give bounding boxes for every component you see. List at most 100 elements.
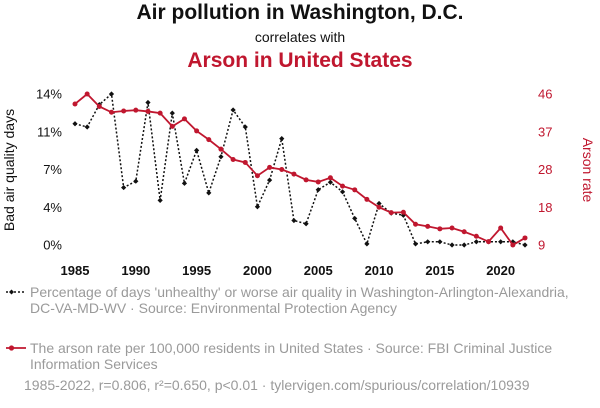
air-pollution-point [84,124,90,130]
arson-point [413,221,419,227]
arson-point [206,137,212,143]
air-pollution-point [327,179,334,185]
arson-point [303,177,309,183]
arson-point [400,209,406,215]
air-pollution-point [291,217,297,224]
y-axis-label-right: Arson rate [580,138,596,203]
x-tick-label: 2005 [304,263,333,278]
y-tick-label-right: 28 [538,162,552,177]
arson-point [84,91,90,97]
arson-point [425,223,431,229]
air-pollution-point [230,107,236,113]
air-pollution-point [218,154,224,160]
air-pollution-line [74,92,526,247]
arson-point [522,235,528,241]
arson-point [327,175,333,181]
x-tick-label: 2010 [365,263,394,278]
air-pollution-point [169,110,175,116]
y-tick-label-right: 9 [538,238,545,253]
air-pollution-point [412,241,419,247]
x-tick-label: 2015 [425,263,454,278]
air-pollution-point [133,178,139,184]
air-pollution-point [461,242,467,248]
air-pollution-point [279,136,285,142]
x-tick-label: 1995 [182,263,211,278]
y-tick-label-left: 14% [36,87,62,102]
arson-point [352,187,358,193]
arson-point [437,226,443,232]
air-pollution-point [181,180,188,186]
air-pollution-point [266,177,273,183]
x-tick-label: 1990 [121,263,150,278]
chart-title: Air pollution in Washington, D.C. [136,1,464,24]
legend-swatch-air-pollution [6,289,26,295]
air-pollution-point [315,187,321,193]
air-pollution-point [242,124,248,130]
chart-svg: 1985 1990 1995 2000 2005 2010 2015 2020 0% 4% 7% 11… [1,87,596,279]
air-pollution-point [400,212,406,218]
air-pollution-point [303,221,309,227]
y-tick-label-right: 18 [538,200,552,215]
y-tick-label-left: 7% [43,162,62,177]
air-pollution-point [145,99,151,106]
arson-point [157,110,163,116]
arson-point [194,128,200,134]
arson-point [498,225,504,231]
air-pollution-point [108,91,115,97]
arson-point [108,109,114,115]
arson-point [145,108,151,114]
arson-point [315,179,321,185]
air-pollution-point [364,241,370,247]
arson-point [449,225,455,231]
arson-point [72,101,78,107]
y-tick-label-right: 37 [538,124,552,139]
arson-point [340,183,346,189]
y-tick-label-right: 46 [538,87,552,102]
air-pollution-point [157,197,163,203]
air-pollution-point [254,204,261,210]
air-pollution-series [72,91,528,248]
arson-point [254,173,260,179]
arson-point [291,171,297,177]
arson-series [72,91,528,248]
air-pollution-point [121,184,127,191]
arson-point [267,164,273,170]
arson-point [486,239,492,245]
air-pollution-point [449,242,455,248]
footer-stats: 1985-2022, r=0.806, r²=0.650, p<0.01 · t… [24,377,530,393]
air-pollution-point [206,190,212,196]
arson-point [510,242,516,248]
air-pollution-point [339,189,346,195]
legend-swatch-arson [6,345,26,351]
y-tick-label-left: 4% [43,200,62,215]
axes-layer: 1985 1990 1995 2000 2005 2010 2015 2020 0% 4% 7% 11… [36,87,553,279]
arson-point [133,107,139,113]
air-pollution-point [473,239,479,245]
arson-point [218,146,224,152]
arson-point [121,108,127,114]
x-tick-label: 2020 [486,263,515,278]
x-tick-label: 1985 [61,263,90,278]
arson-point [376,204,382,210]
arson-point [169,123,175,129]
air-pollution-point [72,121,78,127]
air-pollution-point [425,239,431,245]
x-tick-label: 2000 [243,263,272,278]
y-tick-label-left: 0% [43,238,62,253]
arson-point [473,233,479,239]
air-pollution-point [194,147,200,153]
air-pollution-point [522,242,528,248]
legend-text-arson: The arson rate per 100,000 residents in … [30,340,553,372]
arson-point [181,116,187,122]
arson-point [461,229,467,235]
air-pollution-point [437,239,443,245]
arson-point [388,210,394,216]
chart-subtitle: Arson in United States [187,49,413,72]
y-axis-label-left: Bad air quality days [1,109,17,231]
arson-point [279,167,285,172]
arson-point [96,103,102,109]
air-pollution-point [352,215,358,222]
y-tick-label-left: 11% [37,124,62,139]
arson-point [364,196,370,202]
chart-connector: correlates with [254,29,346,45]
